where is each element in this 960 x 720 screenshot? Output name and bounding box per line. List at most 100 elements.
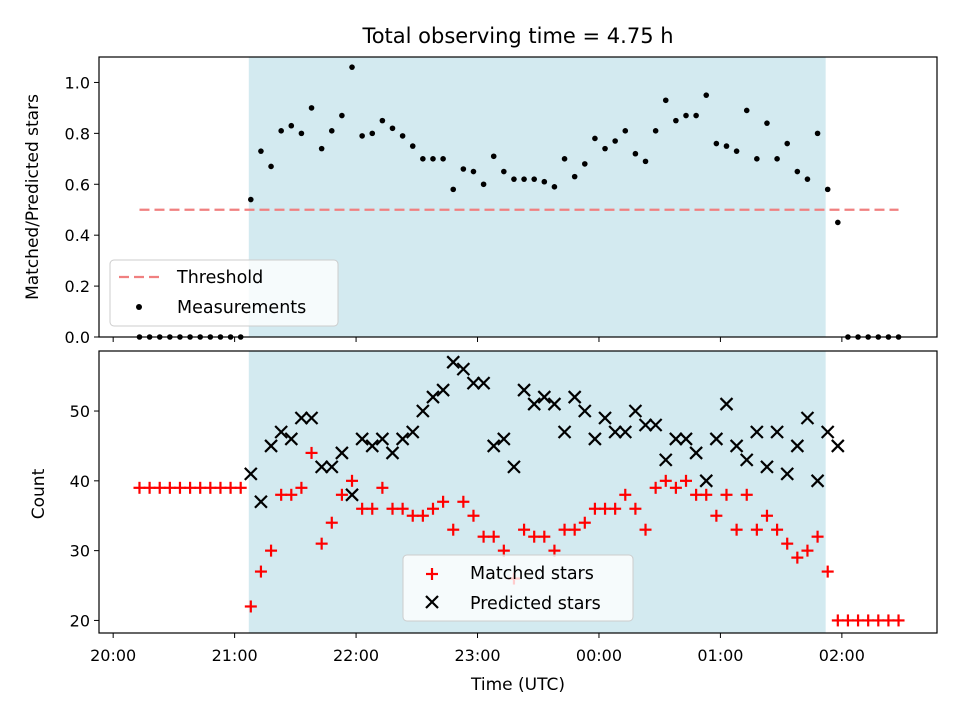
measurement-point: [743, 107, 750, 114]
predicted-point: [588, 432, 602, 446]
predicted-point: [486, 439, 501, 453]
predicted-point: [800, 411, 815, 425]
measurement-point: [622, 128, 629, 134]
matched-point: [254, 565, 267, 578]
y-tick-label: 0.8: [65, 124, 90, 143]
predicted-point: [476, 376, 491, 390]
measurement-point: [754, 156, 760, 162]
predicted-point: [618, 425, 633, 439]
matched-point: [426, 502, 439, 515]
matched-point: [518, 523, 531, 536]
x-tick-label: 02:00: [819, 646, 865, 665]
predicted-point: [497, 432, 511, 446]
y-tick-label: 1.0: [65, 73, 90, 92]
measurement-point: [824, 186, 831, 193]
y-tick-label: 20: [70, 611, 90, 630]
matched-point: [437, 495, 450, 508]
y-tick-label: 50: [70, 402, 90, 421]
measurement-point: [308, 105, 315, 111]
measurement-point: [683, 112, 689, 119]
bottom-legend: Matched stars Predicted stars: [402, 554, 634, 622]
measurement-point: [703, 92, 710, 98]
matched-point: [477, 530, 490, 543]
predicted-point: [608, 425, 622, 439]
predicted-point: [679, 432, 693, 446]
matched-point: [396, 502, 409, 515]
measurement-point: [632, 150, 639, 157]
measurement-point: [642, 158, 649, 165]
matched-point: [568, 523, 581, 536]
predicted-point: [780, 467, 794, 481]
predicted-point: [416, 404, 430, 418]
predicted-point: [254, 494, 268, 509]
matched-point: [366, 502, 379, 515]
measurement-point: [480, 181, 487, 188]
measurement-point: [662, 97, 669, 104]
bottom-y-axis: 20 30 40 50: [70, 402, 99, 630]
measurement-point: [571, 173, 578, 180]
predicted-point: [244, 467, 258, 481]
matched-point: [740, 488, 753, 501]
measurement-point: [318, 145, 325, 152]
measurement-point: [733, 148, 740, 154]
predicted-point: [345, 488, 359, 502]
top-axes-frame: [98, 56, 938, 338]
matched-point: [467, 509, 480, 522]
measurement-point: [784, 140, 791, 147]
measurement-point: [349, 64, 355, 70]
measurement-point: [693, 112, 699, 119]
predicted-point: [739, 453, 754, 467]
measurement-point: [440, 156, 446, 162]
matched-point: [133, 481, 146, 494]
predicted-point: [426, 390, 440, 404]
matched-point: [821, 565, 834, 578]
predicted-point: [507, 460, 521, 474]
predicted-point: [669, 432, 683, 446]
predicted-point: [557, 425, 572, 439]
measurement-point: [288, 122, 295, 129]
measurement-point: [369, 130, 376, 137]
predicted-point: [760, 460, 774, 474]
matched-point: [528, 530, 541, 543]
measurement-point: [409, 143, 416, 149]
matched-point: [386, 502, 399, 515]
legend-measurements-label: Measurements: [177, 298, 306, 318]
predicted-point: [820, 425, 835, 439]
shade-rect: [248, 57, 826, 337]
predicted-point: [527, 397, 541, 411]
predicted-point: [365, 439, 380, 453]
matched-point: [356, 502, 369, 515]
matched-point: [669, 481, 682, 494]
matched-point: [649, 481, 662, 494]
predicted-point: [395, 432, 410, 446]
predicted-point: [689, 446, 703, 460]
measurement-point: [835, 219, 841, 226]
legend-predicted-swatch: [425, 595, 439, 609]
matched-point: [811, 530, 824, 543]
matched-point: [214, 481, 227, 494]
matched-point: [852, 614, 865, 627]
matched-point: [588, 502, 601, 515]
measurement-point: [460, 166, 467, 172]
matched-point: [143, 481, 156, 494]
matched-point: [892, 614, 905, 627]
legend-measurements-swatch: [136, 304, 142, 310]
matched-point: [487, 530, 500, 543]
measurement-point: [379, 117, 386, 124]
predicted-point: [750, 425, 764, 439]
matched-point: [619, 488, 632, 501]
measurement-point: [673, 117, 679, 124]
matched-point: [578, 516, 591, 529]
matched-stars-series: [133, 446, 905, 627]
matched-point: [831, 614, 844, 627]
measurement-point: [389, 125, 396, 132]
measurement-point: [258, 148, 264, 154]
matched-point: [285, 488, 298, 501]
x-tick-label: 01:00: [697, 646, 743, 665]
matched-point: [730, 523, 743, 536]
predicted-point: [335, 446, 349, 460]
top-x-ticks: [112, 337, 843, 342]
measurement-point: [248, 196, 254, 203]
predicted-point: [274, 425, 288, 439]
